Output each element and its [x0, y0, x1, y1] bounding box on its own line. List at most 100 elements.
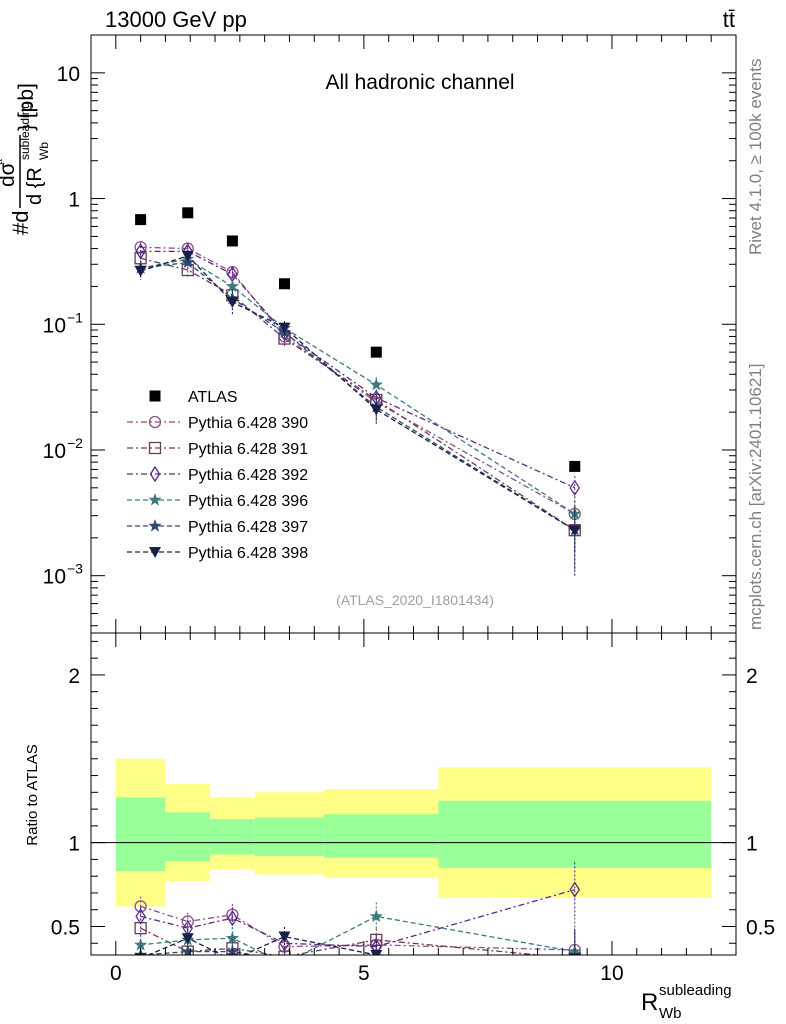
series-line — [140, 250, 576, 489]
x-axis-label-sup: subleading — [659, 982, 732, 999]
y-label-denominator: d {R — [24, 167, 46, 205]
ratio-band-inner — [115, 797, 166, 872]
series-point — [370, 404, 383, 416]
main-frame — [90, 34, 737, 634]
ratio-point — [370, 950, 383, 955]
ratio-point — [134, 937, 148, 951]
ratio-point — [225, 931, 240, 944]
ratio-point — [278, 931, 291, 943]
ratio-y-tick-label-right: 0.5 — [746, 916, 775, 939]
series-point — [135, 243, 146, 260]
series-point — [369, 377, 383, 391]
y-tick-label: 1 — [68, 189, 80, 212]
y-tick-exp: −2 — [67, 435, 83, 451]
y-label-numerator-sup: tt — [0, 159, 5, 165]
ratio-point — [181, 915, 194, 928]
series-point — [278, 322, 291, 334]
ratio-point — [278, 956, 291, 969]
y-tick-label: 10 — [43, 440, 66, 463]
y-label-numerator: dσ — [0, 162, 19, 187]
x-axis-label-sub: Wb — [659, 1005, 682, 1022]
ratio-band-inner — [438, 800, 712, 868]
ratio-y-tick-label-right: 2 — [746, 665, 758, 688]
x-tick-label: 10 — [600, 962, 623, 985]
data-point — [226, 235, 238, 247]
ratio-point — [226, 955, 238, 966]
ratio-y-tick-label: 2 — [68, 665, 80, 688]
y-tick-label: 10 — [43, 566, 66, 589]
legend-label: Pythia 6.428 397 — [188, 519, 308, 536]
legend-label: Pythia 6.428 390 — [188, 415, 308, 432]
y-label-denominator-sup: subleading — [18, 102, 32, 160]
ratio-series-line — [146, 935, 415, 955]
data-point — [370, 346, 382, 358]
legend-marker — [149, 547, 161, 558]
ratio-series-group — [134, 862, 582, 969]
ratio-band-inner — [165, 812, 211, 862]
ratio-series-line — [140, 950, 258, 955]
mcplots-label: mcplots.cern.ch [arXiv:2401.10621] — [746, 363, 765, 630]
series-point — [569, 479, 581, 497]
ratio-point — [181, 944, 195, 955]
legend-label-data: ATLAS — [188, 389, 238, 406]
series-line — [140, 246, 576, 515]
legend-marker — [148, 441, 162, 455]
series-point — [568, 525, 581, 537]
ratio-band-inner — [254, 817, 325, 857]
legend-marker — [149, 465, 161, 483]
ratio-point — [227, 909, 238, 927]
ratio-point — [135, 908, 146, 925]
ratio-series-line — [140, 905, 575, 951]
legend-marker — [148, 415, 162, 429]
ratio-point — [279, 935, 290, 952]
series-point — [181, 250, 194, 262]
legend-label: Pythia 6.428 398 — [188, 545, 308, 562]
legend-label: Pythia 6.428 391 — [188, 441, 308, 458]
data-point — [182, 207, 194, 219]
ratio-point — [369, 909, 383, 923]
series-point — [134, 266, 147, 278]
legend-marker — [148, 519, 162, 532]
y-tick-label: 10 — [57, 63, 80, 86]
ratio-point — [181, 933, 194, 945]
series-point — [225, 279, 240, 293]
y-label-denominator-sub: Wb — [37, 142, 51, 160]
ratio-ylabel: Ratio to ATLAS — [24, 744, 41, 845]
rivet-label: Rivet 4.1.0, ≥ 100k events — [746, 58, 765, 255]
data-point — [279, 278, 290, 290]
data-point — [569, 460, 581, 472]
ratio-series-line — [140, 927, 546, 955]
y-label-units: } [pb] — [15, 83, 38, 131]
chart-title: All hadronic channel — [325, 71, 514, 94]
ratio-series-line — [140, 888, 575, 948]
legend-label: Pythia 6.428 392 — [188, 467, 308, 484]
ratio-series-line — [140, 915, 575, 955]
x-axis-label: R — [641, 989, 658, 1016]
series-line — [140, 261, 576, 531]
ratio-y-tick-label: 0.5 — [51, 916, 80, 939]
y-tick-exp: −3 — [67, 561, 83, 577]
legend-label: Pythia 6.428 396 — [188, 493, 308, 510]
series-line — [140, 258, 576, 515]
y-tick-label: 10 — [43, 314, 66, 337]
header-energy: 13000 GeV pp — [105, 7, 247, 32]
series-point — [226, 297, 239, 309]
y-label-d: #d — [8, 211, 33, 235]
ratio-y-tick-label: 1 — [68, 833, 80, 856]
x-tick-label: 5 — [358, 962, 370, 985]
legend-marker — [148, 493, 162, 506]
analysis-id: (ATLAS_2020_I1801434) — [336, 592, 494, 608]
ratio-band-inner — [324, 814, 439, 858]
y-tick-exp: −1 — [67, 309, 83, 325]
series-line — [140, 255, 576, 531]
header-process: tt̄ — [723, 7, 735, 32]
ratio-y-tick-label-right: 1 — [746, 833, 758, 856]
data-point — [135, 214, 147, 226]
series-line — [140, 257, 576, 531]
ratio-band-inner — [210, 819, 255, 855]
legend-marker-data — [149, 390, 161, 402]
ratio-point — [569, 881, 581, 898]
x-tick-label: 0 — [110, 962, 122, 985]
